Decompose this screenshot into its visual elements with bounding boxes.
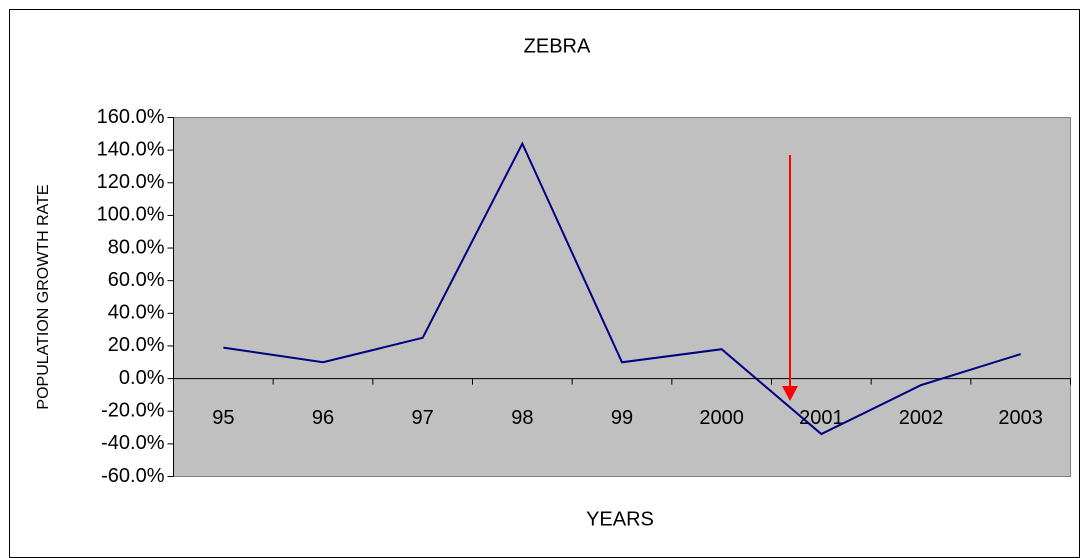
data-line [223,141,1021,436]
x-tick-label: 99 [611,407,633,429]
plot-area [173,117,1071,477]
y-tick-label: 160.0% [97,106,165,128]
chart-title: ZEBRA [524,35,591,57]
x-tick-label: 95 [212,407,234,429]
y-tick-label: 100.0% [97,204,165,226]
y-tick-label: 80.0% [108,236,165,258]
x-tick-label: 98 [511,407,533,429]
y-axis-label: POPULATION GROWTH RATE [35,184,52,409]
y-tick-label: 40.0% [108,302,165,324]
y-tick-label: 120.0% [97,171,165,193]
x-tick-label: 2000 [699,407,744,429]
y-tick-label: 0.0% [119,367,165,389]
annotation-arrow [782,155,798,401]
y-tick-label: -20.0% [101,400,165,422]
y-tick-label: 20.0% [108,334,165,356]
x-tick-label: 2003 [998,407,1043,429]
y-tick-label: 60.0% [108,269,165,291]
y-tick-label: -40.0% [101,432,165,454]
y-tick-label: 140.0% [97,138,165,160]
x-axis-label: YEARS [586,508,654,530]
y-tick-label: -60.0% [101,465,165,487]
x-tick-label: 97 [412,407,434,429]
x-tick-label: 96 [312,407,334,429]
x-tick-label: 2002 [899,407,944,429]
